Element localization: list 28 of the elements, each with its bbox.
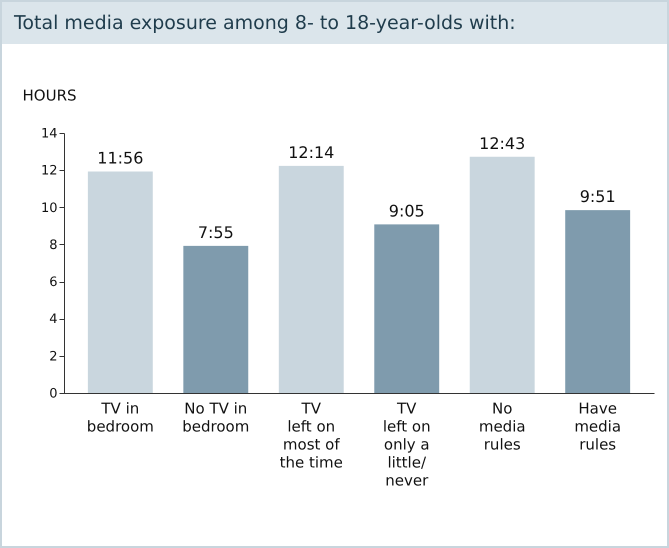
x-tick-label: Have media rules [574, 400, 622, 454]
bar [470, 156, 535, 393]
chart-title: Total media exposure among 8- to 18-year-olds with: [2, 2, 667, 44]
y-tick-label: 2 [49, 349, 58, 364]
y-tick-label: 10 [40, 200, 58, 216]
bar [374, 224, 440, 393]
y-tick-label: 6 [49, 275, 58, 290]
x-tick-label: TV left on most of the time [280, 400, 343, 472]
bar [278, 166, 344, 393]
y-tick-label: 4 [49, 312, 58, 328]
bar [88, 171, 153, 393]
x-tick-label: No TV in bedroom [182, 400, 250, 436]
x-tick-label: TV left on only a little/ never [382, 400, 431, 490]
data-label: 9:05 [388, 201, 425, 220]
bar [183, 246, 248, 393]
y-tick-label: 0 [49, 386, 58, 402]
data-label: 12:43 [479, 134, 526, 153]
data-label: 7:55 [198, 222, 234, 242]
y-tick-label: 8 [49, 238, 58, 253]
data-label: 11:56 [97, 148, 144, 168]
y-tick-label: 14 [40, 126, 58, 142]
x-tick-label: TV in bedroom [86, 400, 154, 436]
y-tick-label: 12 [40, 164, 58, 179]
data-label: 9:51 [580, 187, 616, 206]
bar [565, 210, 630, 393]
data-label: 12:14 [288, 142, 334, 162]
x-tick-label: No media rules [478, 400, 526, 454]
y-axis-title: HOURS [22, 86, 77, 104]
